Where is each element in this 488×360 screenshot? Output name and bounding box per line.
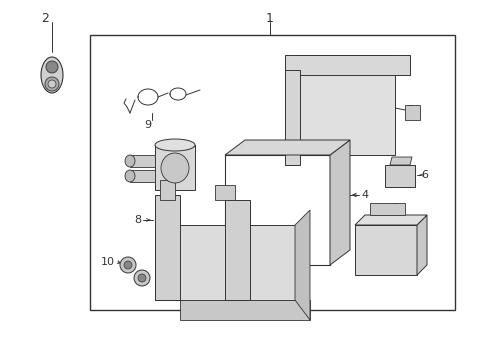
Polygon shape <box>224 140 349 155</box>
Text: 4: 4 <box>361 190 368 200</box>
Polygon shape <box>155 225 294 300</box>
Ellipse shape <box>125 170 135 182</box>
Polygon shape <box>224 200 249 300</box>
Ellipse shape <box>45 77 59 91</box>
Ellipse shape <box>41 57 63 93</box>
Ellipse shape <box>134 270 150 286</box>
Text: 8: 8 <box>134 215 141 225</box>
Bar <box>90 35 454 310</box>
Polygon shape <box>285 70 299 165</box>
Polygon shape <box>369 203 404 215</box>
Polygon shape <box>384 165 414 187</box>
Ellipse shape <box>48 80 56 88</box>
Polygon shape <box>130 170 155 182</box>
Text: 7: 7 <box>406 105 413 115</box>
Ellipse shape <box>124 261 132 269</box>
Polygon shape <box>180 300 309 320</box>
Polygon shape <box>155 145 195 190</box>
Text: 10: 10 <box>101 257 115 267</box>
Text: 2: 2 <box>41 12 49 24</box>
Polygon shape <box>224 155 329 265</box>
Polygon shape <box>285 55 409 75</box>
Polygon shape <box>215 185 235 200</box>
Text: 9: 9 <box>144 120 151 130</box>
Text: 6: 6 <box>421 170 427 180</box>
Polygon shape <box>354 215 426 225</box>
Text: 3: 3 <box>391 203 398 213</box>
Polygon shape <box>329 140 349 265</box>
Polygon shape <box>155 195 180 300</box>
Ellipse shape <box>125 155 135 167</box>
Ellipse shape <box>161 153 189 183</box>
Polygon shape <box>389 157 411 165</box>
Text: 1: 1 <box>265 12 273 24</box>
Ellipse shape <box>138 274 146 282</box>
Polygon shape <box>354 225 416 275</box>
Ellipse shape <box>155 139 195 151</box>
Polygon shape <box>294 210 309 320</box>
Polygon shape <box>416 215 426 275</box>
Polygon shape <box>294 55 394 155</box>
Ellipse shape <box>46 61 58 73</box>
Text: 5: 5 <box>156 200 163 210</box>
Polygon shape <box>160 180 175 200</box>
Polygon shape <box>130 155 155 167</box>
Polygon shape <box>404 105 419 120</box>
Ellipse shape <box>120 257 136 273</box>
